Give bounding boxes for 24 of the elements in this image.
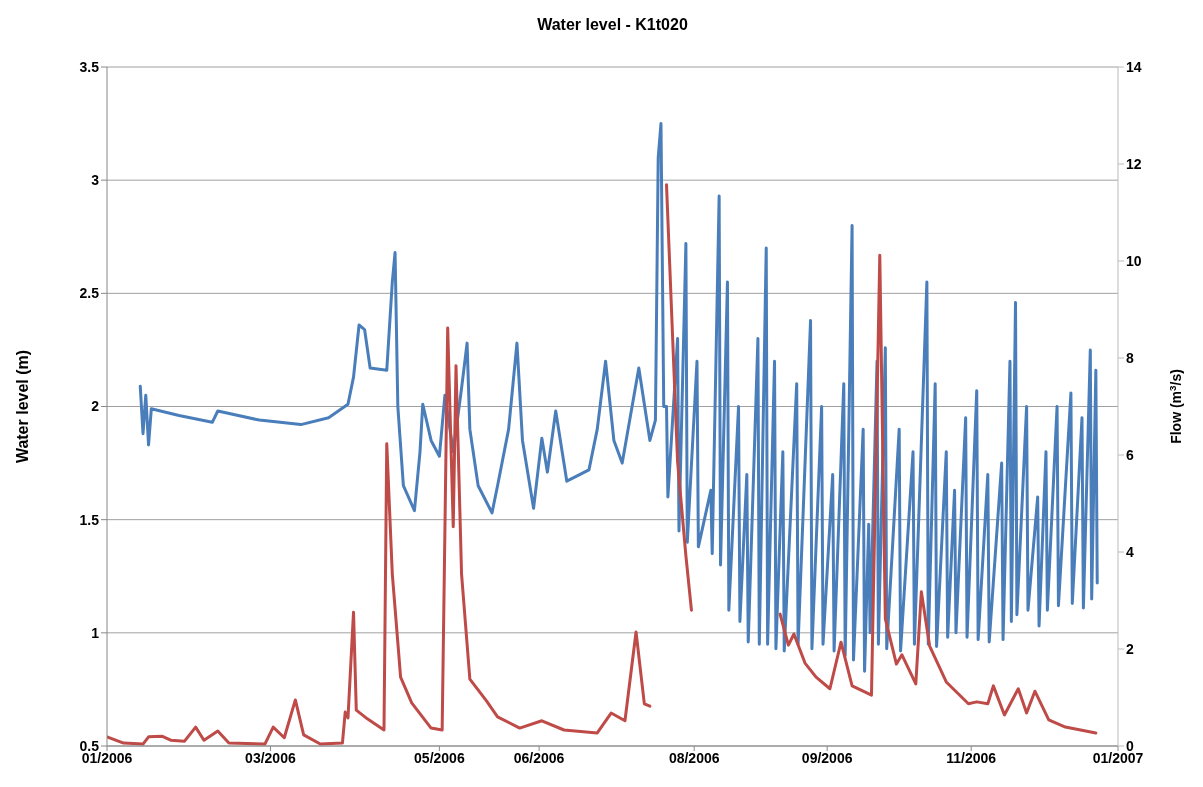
x-tick-label: 11/2006 bbox=[946, 749, 997, 766]
y2-tick-label: 2 bbox=[1126, 640, 1134, 657]
x-tick-label: 06/2006 bbox=[513, 749, 565, 766]
y-tick-label: 1 bbox=[91, 624, 100, 641]
chart-title: Water level - K1t020 bbox=[537, 16, 688, 33]
line-series bbox=[138, 122, 1099, 673]
x-tick-label: 05/2006 bbox=[414, 749, 465, 766]
x-tick-label: 08/2006 bbox=[668, 749, 720, 766]
y-tick-label: 1.5 bbox=[79, 511, 100, 528]
y2-tick-label: 10 bbox=[1126, 252, 1142, 269]
y-tick-label: 3 bbox=[91, 172, 100, 189]
y-tick-label: 3.5 bbox=[79, 58, 100, 75]
x-tick-label: 03/2006 bbox=[245, 749, 296, 766]
y-axis-title: Water level (m) bbox=[14, 349, 31, 464]
y2-tick-label: 0 bbox=[1126, 737, 1134, 754]
y-tick-label: 2 bbox=[91, 398, 100, 415]
y-tick-label: 2.5 bbox=[79, 285, 100, 302]
y2-tick-label: 8 bbox=[1126, 349, 1134, 366]
y2-tick-label: 6 bbox=[1126, 446, 1134, 463]
y2-tick-label: 12 bbox=[1126, 155, 1142, 172]
y2-tick-label: 14 bbox=[1126, 58, 1142, 75]
y2-tick-label: 4 bbox=[1126, 543, 1134, 560]
y-tick-label: 0.5 bbox=[79, 737, 100, 754]
x-tick-label: 09/2006 bbox=[801, 749, 853, 766]
